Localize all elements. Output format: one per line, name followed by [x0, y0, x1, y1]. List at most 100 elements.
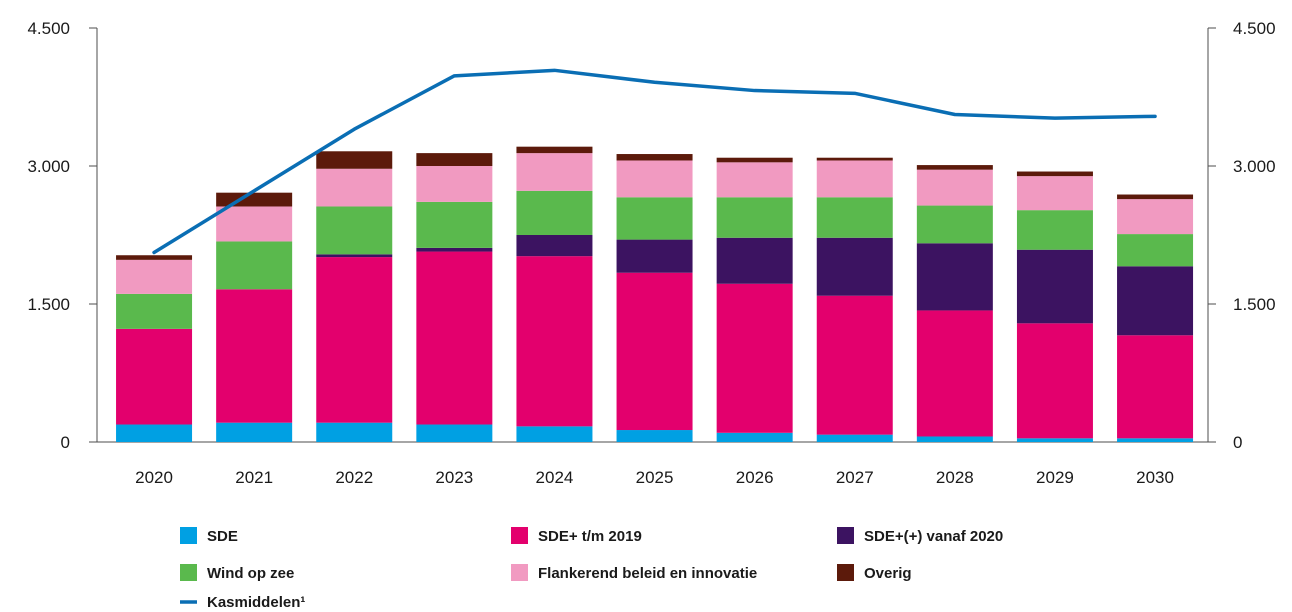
bar-segment-sde-vanaf-2020-2025	[616, 239, 693, 273]
bars	[116, 146, 1194, 442]
bar-segment-sde-t-m-2019-2026	[716, 283, 793, 433]
legend-label: SDE+ t/m 2019	[538, 528, 642, 545]
bar-segment-sde-2028	[916, 436, 993, 442]
bar-segment-wind-op-zee-2024	[516, 190, 593, 235]
left-y-tick-label: 0	[61, 433, 70, 452]
bar-segment-overig-2027	[816, 157, 893, 161]
legend-label: Overig	[864, 565, 912, 582]
bar-segment-overig-2028	[916, 165, 993, 170]
bar-segment-overig-2023	[416, 153, 493, 166]
right-y-tick-label: 0	[1233, 433, 1242, 452]
bar-segment-sde-2024	[516, 426, 593, 442]
bar-segment-flankerend-beleid-en-innovatie-2028	[916, 169, 993, 206]
bar-segment-sde-2021	[216, 422, 293, 442]
right-y-tick-label: 4.500	[1233, 19, 1276, 38]
legend-label: Wind op zee	[207, 565, 294, 582]
legend-label: SDE+(+) vanaf 2020	[864, 528, 1003, 545]
bar-segment-sde-vanaf-2020-2024	[516, 235, 593, 257]
bar-segment-overig-2030	[1117, 194, 1194, 200]
bar-segment-wind-op-zee-2030	[1117, 234, 1194, 267]
bar-segment-wind-op-zee-2028	[916, 205, 993, 244]
bar-segment-overig-2026	[716, 157, 793, 163]
bar-segment-sde-vanaf-2020-2023	[416, 247, 493, 252]
bar-segment-sde-2027	[816, 434, 893, 442]
bar-segment-sde-2020	[116, 424, 193, 442]
bar-segment-sde-t-m-2019-2030	[1117, 335, 1194, 439]
bar-segment-sde-2023	[416, 424, 493, 442]
right-y-axis: 0 1.500 3.000 4.500	[1207, 19, 1276, 452]
bar-segment-sde-t-m-2019-2021	[216, 289, 293, 423]
left-y-tick-label: 3.000	[27, 157, 70, 176]
x-tick-label-2027: 2027	[836, 468, 874, 487]
left-y-tick-label: 1.500	[27, 295, 70, 314]
x-tick-label-2025: 2025	[636, 468, 674, 487]
x-tick-label-2029: 2029	[1036, 468, 1074, 487]
bar-segment-wind-op-zee-2022	[316, 206, 393, 255]
bar-segment-flankerend-beleid-en-innovatie-2023	[416, 166, 493, 202]
bar-segment-wind-op-zee-2026	[716, 197, 793, 238]
legend-swatch-sde-vanaf-2020	[837, 527, 854, 544]
right-y-tick-label: 1.500	[1233, 295, 1276, 314]
x-tick-label-2028: 2028	[936, 468, 974, 487]
bar-segment-sde-t-m-2019-2024	[516, 256, 593, 427]
bar-segment-wind-op-zee-2025	[616, 197, 693, 240]
legend-swatch-flankerend-beleid-en-innovatie	[511, 564, 528, 581]
bar-segment-sde-2022	[316, 422, 393, 442]
bar-segment-sde-t-m-2019-2028	[916, 310, 993, 437]
bar-segment-sde-t-m-2019-2029	[1016, 323, 1093, 439]
x-tick-label-2022: 2022	[335, 468, 373, 487]
x-tick-label-2021: 2021	[235, 468, 273, 487]
bar-segment-wind-op-zee-2029	[1016, 210, 1093, 250]
x-tick-label-2020: 2020	[135, 468, 173, 487]
bar-segment-wind-op-zee-2027	[816, 197, 893, 238]
bar-segment-overig-2020	[116, 255, 193, 260]
bar-segment-sde-vanaf-2020-2030	[1117, 266, 1194, 336]
bar-segment-flankerend-beleid-en-innovatie-2030	[1117, 199, 1194, 235]
legend-label: Flankerend beleid en innovatie	[538, 565, 757, 582]
x-tick-label-2026: 2026	[736, 468, 774, 487]
bar-segment-sde-t-m-2019-2022	[316, 257, 393, 423]
legend-swatch-wind-op-zee	[180, 564, 197, 581]
bar-segment-sde-t-m-2019-2023	[416, 251, 493, 425]
kasmiddelen-line-layer	[152, 68, 1157, 255]
bar-segment-flankerend-beleid-en-innovatie-2022	[316, 168, 393, 207]
bar-segment-sde-vanaf-2020-2022	[316, 254, 393, 258]
right-y-tick-label: 3.000	[1233, 157, 1276, 176]
bar-segment-overig-2029	[1016, 171, 1093, 177]
legend-swatch-sde-t-m-2019	[511, 527, 528, 544]
bar-segment-sde-2029	[1016, 438, 1093, 442]
bar-segment-flankerend-beleid-en-innovatie-2029	[1016, 176, 1093, 211]
bar-segment-sde-vanaf-2020-2026	[716, 237, 793, 284]
bar-segment-wind-op-zee-2023	[416, 201, 493, 248]
bar-segment-sde-vanaf-2020-2029	[1016, 249, 1093, 324]
x-tick-label-2024: 2024	[536, 468, 574, 487]
x-tick-label-2030: 2030	[1136, 468, 1174, 487]
bar-segment-sde-2025	[616, 430, 693, 442]
left-y-tick-label: 4.500	[27, 19, 70, 38]
bar-segment-flankerend-beleid-en-innovatie-2026	[716, 162, 793, 198]
bar-segment-flankerend-beleid-en-innovatie-2025	[616, 160, 693, 198]
bar-segment-flankerend-beleid-en-innovatie-2027	[816, 160, 893, 198]
bar-segment-sde-vanaf-2020-2028	[916, 243, 993, 311]
bar-segment-wind-op-zee-2020	[116, 293, 193, 329]
legend-label: SDE	[207, 528, 238, 545]
bar-segment-flankerend-beleid-en-innovatie-2021	[216, 206, 293, 242]
bar-segment-sde-vanaf-2020-2027	[816, 237, 893, 296]
bar-segment-sde-2030	[1117, 438, 1194, 442]
legend: SDE SDE+ t/m 2019 SDE+(+) vanaf 2020 Wind o…	[180, 527, 1003, 611]
legend-swatch-sde	[180, 527, 197, 544]
bar-segment-sde-2026	[716, 432, 793, 442]
legend-label-kasmiddelen: Kasmiddelen¹	[207, 594, 305, 611]
bar-segment-flankerend-beleid-en-innovatie-2024	[516, 153, 593, 191]
x-axis-labels: 2020 2021 2022 2023 2024 2025 2026 2027 2028 2029…	[135, 468, 1174, 487]
bar-segment-overig-2021	[216, 192, 293, 207]
bar-segment-sde-t-m-2019-2025	[616, 272, 693, 431]
bar-segment-overig-2024	[516, 146, 593, 154]
bar-segment-sde-t-m-2019-2027	[816, 295, 893, 435]
bar-segment-sde-t-m-2019-2020	[116, 328, 193, 425]
bar-segment-wind-op-zee-2021	[216, 241, 293, 290]
bar-segment-flankerend-beleid-en-innovatie-2020	[116, 259, 193, 294]
x-tick-label-2023: 2023	[435, 468, 473, 487]
bar-segment-overig-2022	[316, 151, 393, 169]
